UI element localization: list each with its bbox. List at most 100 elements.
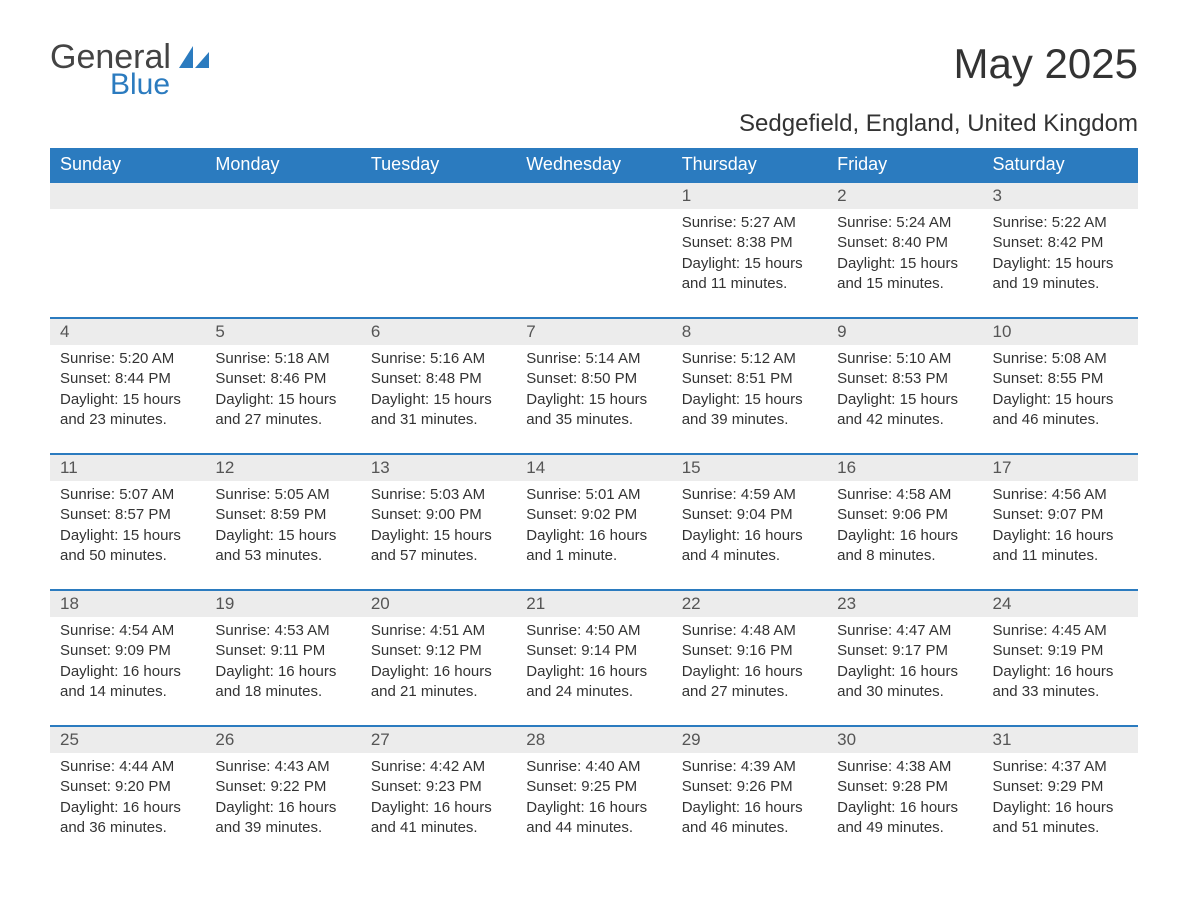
day-details: Sunrise: 5:16 AMSunset: 8:48 PMDaylight:… bbox=[361, 345, 516, 434]
title-block: May 2025 bbox=[954, 40, 1138, 88]
logo-sail-icon bbox=[179, 55, 213, 72]
day-details: Sunrise: 4:37 AMSunset: 9:29 PMDaylight:… bbox=[983, 753, 1138, 842]
day-number: 5 bbox=[205, 319, 360, 345]
day-number: 21 bbox=[516, 591, 671, 617]
day-details: Sunrise: 5:08 AMSunset: 8:55 PMDaylight:… bbox=[983, 345, 1138, 434]
day-cell: 22Sunrise: 4:48 AMSunset: 9:16 PMDayligh… bbox=[672, 590, 827, 726]
day-cell: 16Sunrise: 4:58 AMSunset: 9:06 PMDayligh… bbox=[827, 454, 982, 590]
day-number: 19 bbox=[205, 591, 360, 617]
day-cell: 30Sunrise: 4:38 AMSunset: 9:28 PMDayligh… bbox=[827, 726, 982, 862]
day-number: 7 bbox=[516, 319, 671, 345]
day-details: Sunrise: 5:07 AMSunset: 8:57 PMDaylight:… bbox=[50, 481, 205, 570]
day-cell: 9Sunrise: 5:10 AMSunset: 8:53 PMDaylight… bbox=[827, 318, 982, 454]
day-cell: 15Sunrise: 4:59 AMSunset: 9:04 PMDayligh… bbox=[672, 454, 827, 590]
day-details: Sunrise: 5:01 AMSunset: 9:02 PMDaylight:… bbox=[516, 481, 671, 570]
weekday-header: Friday bbox=[827, 148, 982, 182]
day-number: 30 bbox=[827, 727, 982, 753]
day-details: Sunrise: 5:27 AMSunset: 8:38 PMDaylight:… bbox=[672, 209, 827, 298]
day-cell: 18Sunrise: 4:54 AMSunset: 9:09 PMDayligh… bbox=[50, 590, 205, 726]
day-cell: 10Sunrise: 5:08 AMSunset: 8:55 PMDayligh… bbox=[983, 318, 1138, 454]
day-number: 11 bbox=[50, 455, 205, 481]
day-number: 10 bbox=[983, 319, 1138, 345]
empty-cell bbox=[50, 182, 205, 318]
day-details: Sunrise: 4:47 AMSunset: 9:17 PMDaylight:… bbox=[827, 617, 982, 706]
empty-cell bbox=[205, 182, 360, 318]
logo: General Blue bbox=[50, 40, 213, 102]
day-number: 25 bbox=[50, 727, 205, 753]
day-cell: 23Sunrise: 4:47 AMSunset: 9:17 PMDayligh… bbox=[827, 590, 982, 726]
month-title: May 2025 bbox=[954, 40, 1138, 88]
day-cell: 8Sunrise: 5:12 AMSunset: 8:51 PMDaylight… bbox=[672, 318, 827, 454]
day-cell: 28Sunrise: 4:40 AMSunset: 9:25 PMDayligh… bbox=[516, 726, 671, 862]
day-details: Sunrise: 4:42 AMSunset: 9:23 PMDaylight:… bbox=[361, 753, 516, 842]
day-number: 16 bbox=[827, 455, 982, 481]
day-number: 26 bbox=[205, 727, 360, 753]
day-cell: 4Sunrise: 5:20 AMSunset: 8:44 PMDaylight… bbox=[50, 318, 205, 454]
day-details: Sunrise: 5:14 AMSunset: 8:50 PMDaylight:… bbox=[516, 345, 671, 434]
empty-cell bbox=[361, 182, 516, 318]
calendar-row: 1Sunrise: 5:27 AMSunset: 8:38 PMDaylight… bbox=[50, 182, 1138, 318]
day-details: Sunrise: 4:56 AMSunset: 9:07 PMDaylight:… bbox=[983, 481, 1138, 570]
weekday-header: Thursday bbox=[672, 148, 827, 182]
day-cell: 6Sunrise: 5:16 AMSunset: 8:48 PMDaylight… bbox=[361, 318, 516, 454]
day-cell: 5Sunrise: 5:18 AMSunset: 8:46 PMDaylight… bbox=[205, 318, 360, 454]
day-cell: 31Sunrise: 4:37 AMSunset: 9:29 PMDayligh… bbox=[983, 726, 1138, 862]
logo-text-blue: Blue bbox=[110, 68, 213, 102]
day-details: Sunrise: 4:58 AMSunset: 9:06 PMDaylight:… bbox=[827, 481, 982, 570]
day-number: 28 bbox=[516, 727, 671, 753]
empty-cell bbox=[516, 182, 671, 318]
day-number: 13 bbox=[361, 455, 516, 481]
day-cell: 7Sunrise: 5:14 AMSunset: 8:50 PMDaylight… bbox=[516, 318, 671, 454]
weekday-header: Sunday bbox=[50, 148, 205, 182]
day-cell: 2Sunrise: 5:24 AMSunset: 8:40 PMDaylight… bbox=[827, 182, 982, 318]
day-cell: 12Sunrise: 5:05 AMSunset: 8:59 PMDayligh… bbox=[205, 454, 360, 590]
day-details: Sunrise: 5:05 AMSunset: 8:59 PMDaylight:… bbox=[205, 481, 360, 570]
day-cell: 20Sunrise: 4:51 AMSunset: 9:12 PMDayligh… bbox=[361, 590, 516, 726]
day-details: Sunrise: 4:43 AMSunset: 9:22 PMDaylight:… bbox=[205, 753, 360, 842]
day-number: 6 bbox=[361, 319, 516, 345]
calendar-table: SundayMondayTuesdayWednesdayThursdayFrid… bbox=[50, 148, 1138, 862]
day-cell: 27Sunrise: 4:42 AMSunset: 9:23 PMDayligh… bbox=[361, 726, 516, 862]
day-details: Sunrise: 5:22 AMSunset: 8:42 PMDaylight:… bbox=[983, 209, 1138, 298]
day-number: 12 bbox=[205, 455, 360, 481]
day-cell: 25Sunrise: 4:44 AMSunset: 9:20 PMDayligh… bbox=[50, 726, 205, 862]
day-details: Sunrise: 4:59 AMSunset: 9:04 PMDaylight:… bbox=[672, 481, 827, 570]
weekday-header: Monday bbox=[205, 148, 360, 182]
day-details: Sunrise: 4:40 AMSunset: 9:25 PMDaylight:… bbox=[516, 753, 671, 842]
calendar-row: 25Sunrise: 4:44 AMSunset: 9:20 PMDayligh… bbox=[50, 726, 1138, 862]
day-number: 4 bbox=[50, 319, 205, 345]
day-number: 20 bbox=[361, 591, 516, 617]
weekday-header-row: SundayMondayTuesdayWednesdayThursdayFrid… bbox=[50, 148, 1138, 182]
day-cell: 13Sunrise: 5:03 AMSunset: 9:00 PMDayligh… bbox=[361, 454, 516, 590]
day-number: 22 bbox=[672, 591, 827, 617]
day-cell: 14Sunrise: 5:01 AMSunset: 9:02 PMDayligh… bbox=[516, 454, 671, 590]
day-number: 8 bbox=[672, 319, 827, 345]
day-number: 3 bbox=[983, 183, 1138, 209]
day-details: Sunrise: 4:51 AMSunset: 9:12 PMDaylight:… bbox=[361, 617, 516, 706]
day-number: 29 bbox=[672, 727, 827, 753]
day-cell: 21Sunrise: 4:50 AMSunset: 9:14 PMDayligh… bbox=[516, 590, 671, 726]
day-cell: 19Sunrise: 4:53 AMSunset: 9:11 PMDayligh… bbox=[205, 590, 360, 726]
day-details: Sunrise: 5:12 AMSunset: 8:51 PMDaylight:… bbox=[672, 345, 827, 434]
day-number: 9 bbox=[827, 319, 982, 345]
calendar-row: 4Sunrise: 5:20 AMSunset: 8:44 PMDaylight… bbox=[50, 318, 1138, 454]
calendar-body: 1Sunrise: 5:27 AMSunset: 8:38 PMDaylight… bbox=[50, 182, 1138, 862]
day-number: 23 bbox=[827, 591, 982, 617]
day-number: 14 bbox=[516, 455, 671, 481]
day-cell: 26Sunrise: 4:43 AMSunset: 9:22 PMDayligh… bbox=[205, 726, 360, 862]
day-details: Sunrise: 4:44 AMSunset: 9:20 PMDaylight:… bbox=[50, 753, 205, 842]
day-number: 15 bbox=[672, 455, 827, 481]
day-details: Sunrise: 5:03 AMSunset: 9:00 PMDaylight:… bbox=[361, 481, 516, 570]
day-cell: 1Sunrise: 5:27 AMSunset: 8:38 PMDaylight… bbox=[672, 182, 827, 318]
day-number: 18 bbox=[50, 591, 205, 617]
calendar-row: 18Sunrise: 4:54 AMSunset: 9:09 PMDayligh… bbox=[50, 590, 1138, 726]
day-details: Sunrise: 4:54 AMSunset: 9:09 PMDaylight:… bbox=[50, 617, 205, 706]
weekday-header: Wednesday bbox=[516, 148, 671, 182]
day-details: Sunrise: 4:38 AMSunset: 9:28 PMDaylight:… bbox=[827, 753, 982, 842]
day-cell: 17Sunrise: 4:56 AMSunset: 9:07 PMDayligh… bbox=[983, 454, 1138, 590]
day-number: 17 bbox=[983, 455, 1138, 481]
calendar-row: 11Sunrise: 5:07 AMSunset: 8:57 PMDayligh… bbox=[50, 454, 1138, 590]
header: General Blue May 2025 bbox=[50, 40, 1138, 102]
day-cell: 24Sunrise: 4:45 AMSunset: 9:19 PMDayligh… bbox=[983, 590, 1138, 726]
day-cell: 11Sunrise: 5:07 AMSunset: 8:57 PMDayligh… bbox=[50, 454, 205, 590]
